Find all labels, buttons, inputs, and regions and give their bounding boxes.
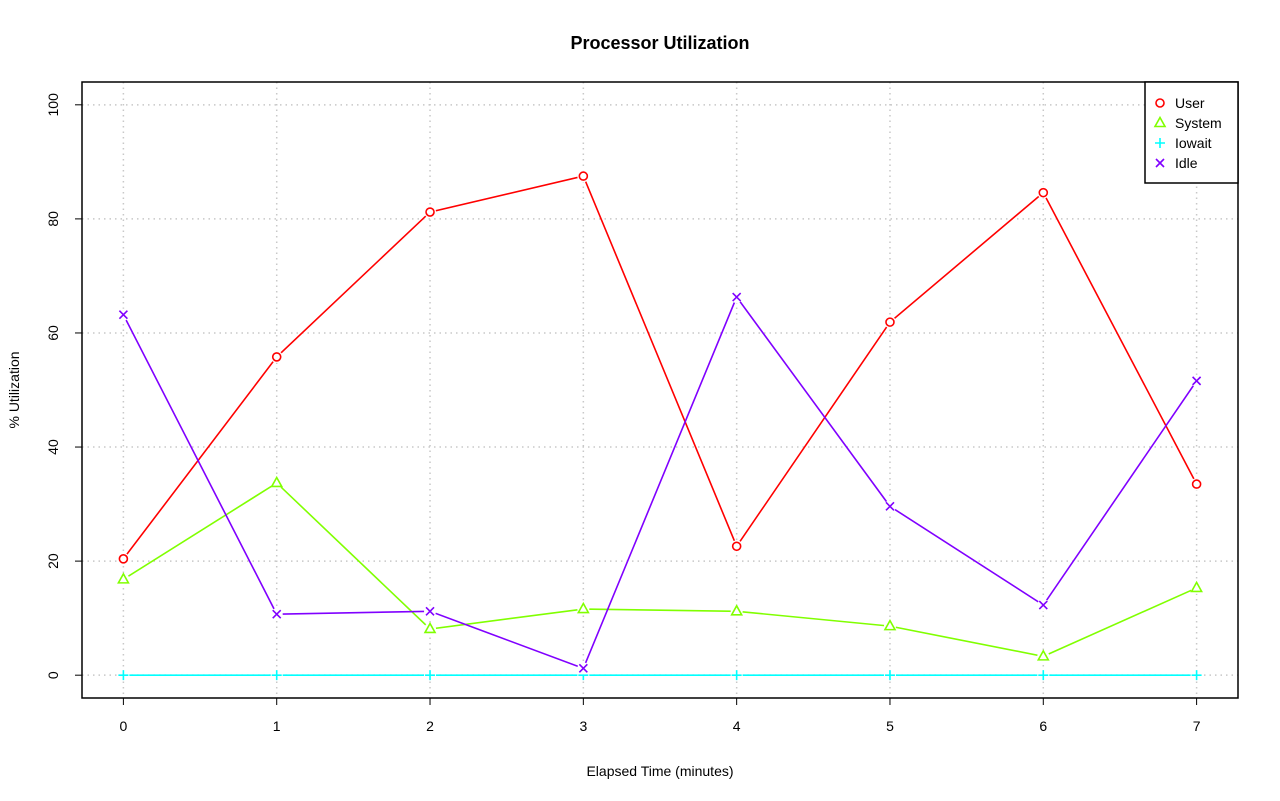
- x-tick-label: 6: [1039, 718, 1047, 734]
- triangle-marker: [1190, 580, 1203, 593]
- series-line: [122, 295, 1198, 670]
- legend: User System Iowait Idle: [1144, 81, 1239, 184]
- circle-marker: [578, 171, 589, 181]
- y-tick-label: 80: [45, 211, 61, 227]
- x-tick-label: 5: [886, 718, 894, 734]
- cross-marker: [732, 292, 742, 302]
- plus-marker: [1155, 138, 1165, 148]
- triangle-marker: [1036, 649, 1050, 661]
- grid: [82, 82, 1238, 698]
- legend-label: Iowait: [1175, 135, 1212, 151]
- triangle-marker: [730, 604, 744, 616]
- cross-marker: [578, 663, 588, 673]
- series-iowait: [117, 669, 1203, 682]
- y-tick-label: 100: [45, 93, 61, 117]
- circle-marker: [271, 352, 282, 362]
- x-tick-label: 2: [426, 718, 434, 734]
- axes: 0 1 2 3 4 5 6 7 0 20 40 60 80 100: [45, 93, 1201, 734]
- cross-marker: [118, 310, 128, 320]
- series-layer: [117, 170, 1203, 682]
- x-tick-label: 3: [579, 718, 587, 734]
- y-axis-label: % Utilization: [6, 351, 22, 428]
- y-tick-label: 20: [45, 553, 61, 569]
- triangle-marker: [576, 601, 590, 614]
- plus-marker: [118, 670, 129, 681]
- cross-marker: [425, 606, 435, 616]
- y-tick-label: 60: [45, 325, 61, 341]
- plus-marker: [731, 670, 742, 681]
- triangle-marker: [1153, 115, 1167, 128]
- circle-marker: [1155, 98, 1165, 108]
- circle-marker: [1038, 187, 1049, 198]
- y-tick-label: 40: [45, 439, 61, 455]
- legend-label: Idle: [1175, 155, 1198, 171]
- legend-label: System: [1175, 115, 1222, 131]
- triangle-marker: [270, 475, 284, 488]
- legend-label: User: [1175, 95, 1205, 111]
- x-tick-label: 0: [119, 718, 127, 734]
- plus-marker: [884, 670, 895, 681]
- cross-marker: [1038, 600, 1048, 610]
- chart-title: Processor Utilization: [570, 33, 749, 53]
- plus-marker: [425, 670, 436, 681]
- series-idle: [117, 291, 1203, 675]
- series-user: [117, 170, 1203, 565]
- x-tick-label: 7: [1193, 718, 1201, 734]
- x-axis-label: Elapsed Time (minutes): [586, 763, 733, 779]
- plus-marker: [1191, 670, 1202, 681]
- cross-marker: [272, 609, 282, 619]
- plot-frame: [81, 81, 1239, 699]
- plus-marker: [271, 670, 282, 681]
- plus-marker: [1038, 670, 1049, 681]
- x-tick-label: 4: [733, 718, 741, 734]
- y-tick-label: 0: [45, 671, 61, 679]
- series-line: [122, 481, 1197, 658]
- series-system: [117, 475, 1203, 663]
- triangle-marker: [423, 621, 437, 634]
- series-line: [122, 175, 1198, 560]
- triangle-marker: [883, 618, 897, 631]
- x-tick-label: 1: [273, 718, 281, 734]
- triangle-marker: [117, 572, 130, 584]
- circle-marker: [885, 317, 895, 327]
- cross-marker: [1192, 376, 1202, 386]
- cross-marker: [885, 501, 895, 511]
- circle-marker: [731, 541, 742, 552]
- circle-marker: [118, 554, 129, 564]
- circle-marker: [425, 207, 435, 217]
- circle-marker: [1191, 479, 1202, 489]
- cross-marker: [1155, 158, 1165, 168]
